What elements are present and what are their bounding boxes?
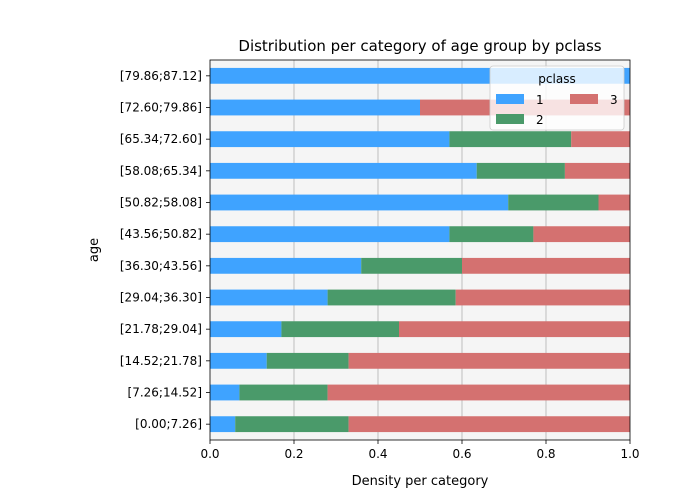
bar-segment-pclass-3: [348, 416, 630, 433]
bar-segment-pclass-2: [449, 131, 572, 148]
legend-swatch-pclass-3: [570, 94, 598, 104]
bar-segment-pclass-1: [210, 416, 236, 433]
y-axis-label: age: [87, 238, 102, 262]
bar-segment-pclass-3: [455, 289, 630, 306]
x-tick-label: 0.8: [536, 447, 555, 461]
bar-segment-pclass-3: [571, 131, 630, 148]
bar-segment-pclass-1: [210, 289, 328, 306]
bar-segment-pclass-2: [327, 289, 456, 306]
bar-segment-pclass-1: [210, 162, 477, 179]
bar-segment-pclass-2: [476, 162, 565, 179]
plot-frame: [209, 59, 631, 441]
x-tick-label: 0.4: [368, 447, 387, 461]
bar-segment-pclass-2: [361, 257, 462, 274]
chart-title: Distribution per category of age group b…: [238, 37, 601, 55]
bar-segment-pclass-1: [210, 321, 282, 338]
x-axis-label: Density per category: [352, 474, 489, 489]
x-tick-label: 1.0: [620, 447, 639, 461]
bar-segment-pclass-1: [210, 352, 267, 369]
bar-segment-pclass-1: [210, 194, 509, 211]
bar-segment-pclass-2: [449, 226, 534, 243]
bar-segment-pclass-1: [210, 257, 362, 274]
legend-swatch-pclass-1: [496, 94, 524, 104]
legend-label-pclass-3: 3: [610, 93, 618, 107]
bar-segment-pclass-2: [281, 321, 399, 338]
y-tick-label: [29.04;36.30]: [120, 291, 202, 305]
bar-segment-pclass-3: [348, 352, 630, 369]
legend-label-pclass-1: 1: [536, 93, 544, 107]
y-tick-label: [72.60;79.86]: [120, 101, 202, 115]
axes: 0.0 0.2 0.4 0.6 0.8 1.0 [0.00;7.26] [7.26;14.52…: [120, 59, 640, 461]
legend: pclass 1 2 3: [489, 65, 625, 131]
bar-segment-pclass-3: [327, 384, 630, 401]
x-tick-label: 0.0: [200, 447, 219, 461]
y-tick-label: [58.08;65.34]: [120, 164, 202, 178]
bar-segment-pclass-3: [533, 226, 630, 243]
bar-segment-pclass-1: [210, 99, 420, 116]
bar-segment-pclass-1: [210, 384, 240, 401]
legend-title: pclass: [538, 72, 575, 86]
y-tick-label: [14.52;21.78]: [120, 354, 202, 368]
bar-segment-pclass-3: [598, 194, 630, 211]
y-tick-label: [36.30;43.56]: [120, 259, 202, 273]
bar-segment-pclass-2: [266, 352, 349, 369]
bar-segment-pclass-2: [239, 384, 328, 401]
y-tick-label: [21.78;29.04]: [120, 322, 202, 336]
y-tick-label: [7.26;14.52]: [128, 386, 202, 400]
bar-segment-pclass-3: [399, 321, 630, 338]
legend-swatch-pclass-2: [496, 114, 524, 124]
x-tick-label: 0.6: [452, 447, 471, 461]
bar-segment-pclass-1: [210, 226, 450, 243]
bar-segment-pclass-2: [235, 416, 349, 433]
x-tick-label: 0.2: [284, 447, 303, 461]
bar-segment-pclass-3: [564, 162, 630, 179]
legend-label-pclass-2: 2: [536, 113, 544, 127]
bar-segment-pclass-2: [508, 194, 599, 211]
y-tick-label: [43.56;50.82]: [120, 227, 202, 241]
bar-segment-pclass-1: [210, 131, 450, 148]
y-tick-label: [0.00;7.26]: [135, 417, 202, 431]
y-tick-label: [50.82;58.08]: [120, 196, 202, 210]
bar-segment-pclass-3: [462, 257, 630, 274]
y-tick-label: [65.34;72.60]: [120, 132, 202, 146]
y-tick-label: [79.86;87.12]: [120, 69, 202, 83]
